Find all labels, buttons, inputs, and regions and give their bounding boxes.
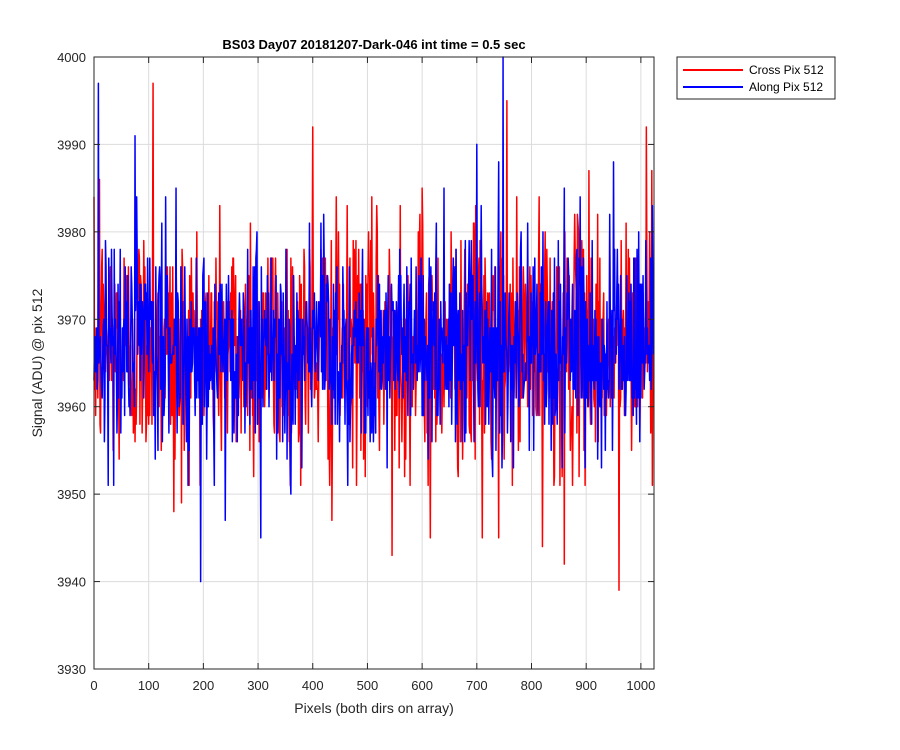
- legend: Cross Pix 512 Along Pix 512: [676, 56, 836, 100]
- x-tick-label: 700: [466, 678, 488, 693]
- y-tick-label: 4000: [57, 50, 86, 65]
- x-tick-label: 0: [90, 678, 97, 693]
- x-tick-label: 800: [521, 678, 543, 693]
- y-tick-labels: 3930 3940 3950 3960 3970 3980 3990 4000: [57, 50, 86, 677]
- y-tick-label: 3990: [57, 137, 86, 152]
- x-tick-label: 1000: [626, 678, 655, 693]
- plot-frame: [93, 56, 655, 670]
- axis-ticks: [93, 56, 654, 670]
- y-tick-label: 3950: [57, 487, 86, 502]
- series-line-along: [93, 56, 655, 583]
- x-tick-label: 300: [247, 678, 269, 693]
- y-tick-label: 3940: [57, 575, 86, 590]
- x-tick-label: 100: [138, 678, 160, 693]
- x-axis-label: Pixels (both dirs on array): [294, 700, 454, 716]
- x-tick-label: 200: [193, 678, 215, 693]
- chart-title: BS03 Day07 20181207-Dark-046 int time = …: [222, 37, 525, 52]
- legend-label-cross: Cross Pix 512: [749, 63, 824, 77]
- legend-box: [676, 56, 836, 100]
- series-layer: [93, 56, 655, 592]
- x-tick-label: 900: [575, 678, 597, 693]
- y-tick-label: 3980: [57, 225, 86, 240]
- x-tick-labels: 0 100 200 300 400 500 600 700 800 900 1000: [90, 678, 655, 693]
- y-tick-label: 3970: [57, 312, 86, 327]
- y-tick-label: 3930: [57, 662, 86, 677]
- x-tick-label: 600: [411, 678, 433, 693]
- y-axis-label: Signal (ADU) @ pix 512: [29, 288, 45, 437]
- x-tick-label: 400: [302, 678, 324, 693]
- x-tick-label: 500: [357, 678, 379, 693]
- y-tick-label: 3960: [57, 400, 86, 415]
- legend-label-along: Along Pix 512: [749, 80, 823, 94]
